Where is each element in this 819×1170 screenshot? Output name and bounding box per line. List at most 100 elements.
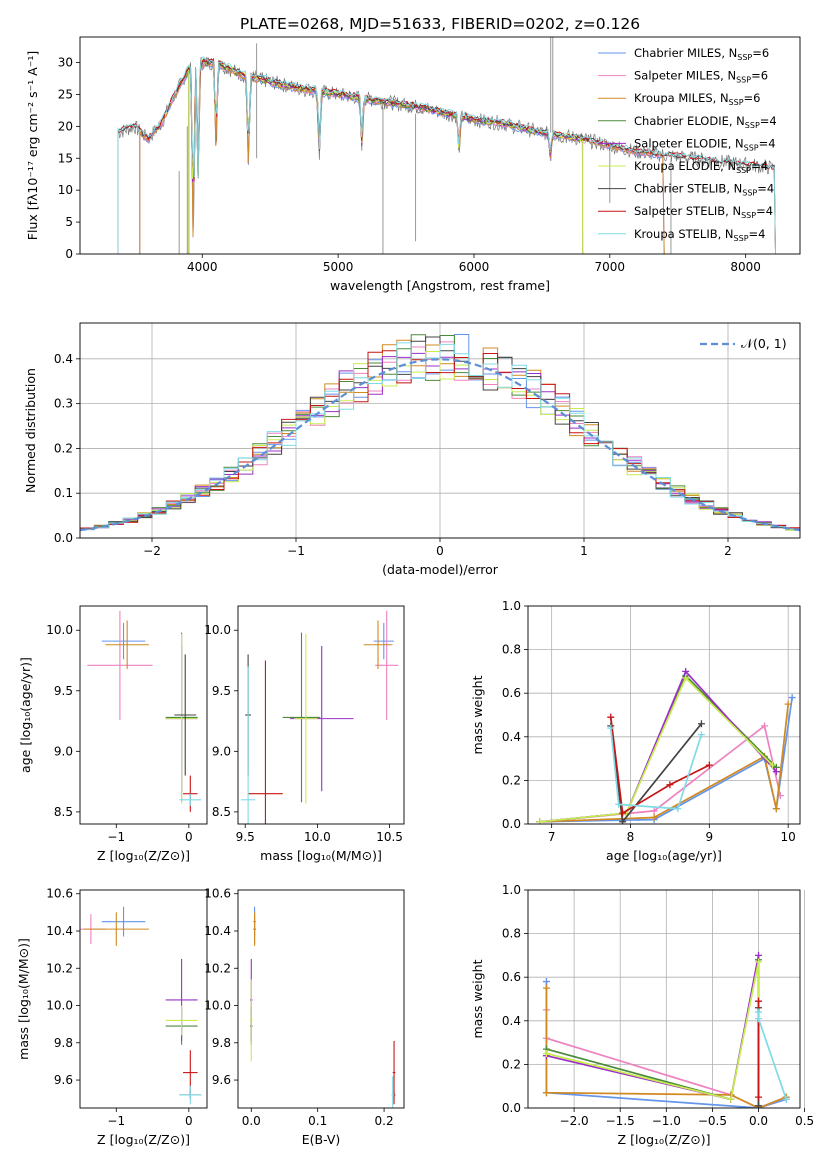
x-tick-label: −1 <box>107 1114 125 1128</box>
errorbar-point <box>373 622 394 660</box>
errorbar-point <box>105 620 149 669</box>
weight-marker <box>755 1008 763 1016</box>
errorbar-point <box>249 979 253 1062</box>
legend-entry: Salpeter STELIB, NSSP=4 <box>634 204 773 220</box>
y-tick-label: 0.2 <box>502 773 521 787</box>
weight-marker <box>697 731 705 739</box>
axes-mass_weight_vs_Z: −2.0 −1.5 −1.0 −0.5 0.0 0.5 0.0 0.2 0.4 0.6 0.8 1.0… <box>470 883 814 1147</box>
y-tick-label: 10.6 <box>204 887 231 901</box>
weight-marker <box>788 694 796 702</box>
errorbar-point <box>375 610 399 720</box>
weight-line-kroupa-stelib <box>609 728 703 810</box>
errorbar-point <box>165 1005 198 1036</box>
y-axis-label: mass [log₁₀(M/M⊙)] <box>16 938 31 1060</box>
weight-marker <box>674 805 682 813</box>
weight-marker <box>682 667 690 675</box>
y-tick-label: 0.6 <box>502 970 521 984</box>
axes-frame <box>79 605 208 825</box>
y-tick-label: 8.5 <box>54 805 73 819</box>
weight-marker <box>536 818 544 824</box>
y-tick-label: 10.0 <box>46 999 73 1013</box>
legend-entry: Salpeter MILES, NSSP=6 <box>634 69 768 85</box>
weight-marker <box>542 1089 550 1097</box>
x-tick-label: 8000 <box>730 260 761 274</box>
x-tick-label: 7 <box>548 830 556 844</box>
errorbar-point <box>179 1085 202 1105</box>
weight-marker <box>755 1015 763 1023</box>
x-tick-label: 4000 <box>187 260 218 274</box>
x-tick-label: −1.0 <box>652 1114 681 1128</box>
y-tick-label: 9.6 <box>54 1073 73 1087</box>
y-tick-label: 0.2 <box>502 1057 521 1071</box>
y-tick-label: 9.8 <box>54 1036 73 1050</box>
figure-title: PLATE=0268, MJD=51633, FIBERID=0202, z=0… <box>240 15 640 33</box>
errorbar-point <box>179 793 202 806</box>
weight-marker <box>772 805 780 813</box>
y-tick-label: 0.3 <box>54 397 73 411</box>
normal-curve <box>80 358 800 532</box>
legend-normal-label: 𝒩(0, 1) <box>741 336 787 351</box>
errorbar-point <box>294 633 318 804</box>
x-axis-label: E(B-V) <box>302 1132 341 1147</box>
y-tick-label: 0.8 <box>502 643 521 657</box>
y-tick-label: 0.4 <box>54 352 73 366</box>
x-tick-label: 10 <box>781 830 796 844</box>
y-tick-label: 15 <box>58 151 73 165</box>
y-tick-label: 0 <box>65 247 73 261</box>
y-tick-label: 20 <box>58 119 73 133</box>
y-tick-label: 10.6 <box>46 887 73 901</box>
histogram-kroupa-stelib <box>80 342 800 530</box>
y-tick-label: 10.0 <box>204 999 231 1013</box>
x-tick-label: 0.5 <box>795 1114 814 1128</box>
y-tick-label: 10 <box>58 183 73 197</box>
x-axis-label: Z [log₁₀(Z/Z⊙)] <box>97 848 190 863</box>
legend-entry: Salpeter ELODIE, NSSP=4 <box>634 136 776 152</box>
weight-marker <box>727 1095 735 1103</box>
y-tick-label: 0.4 <box>502 1014 521 1028</box>
plot-area-mass_weight_vs_Z <box>542 951 790 1108</box>
weight-marker <box>761 722 769 730</box>
y-tick-label: 0.2 <box>54 441 73 455</box>
weight-marker <box>607 724 615 732</box>
x-tick-label: 2 <box>724 544 732 558</box>
axes-frame <box>79 889 208 1109</box>
weight-marker <box>755 951 763 959</box>
y-tick-label: 1.0 <box>502 599 521 613</box>
weight-marker <box>542 1050 550 1057</box>
x-tick-label: −1.5 <box>606 1114 635 1128</box>
axes-residuals: −2 −1 0 1 2 0.0 0.1 0.2 0.3 0.4 (data-model)/error… <box>23 322 801 577</box>
axes-frame <box>79 36 801 255</box>
weight-marker <box>619 818 627 824</box>
y-tick-label: 1.0 <box>502 883 521 897</box>
axes-frame <box>237 605 405 825</box>
x-tick-label: 9.5 <box>236 830 255 844</box>
x-tick-label: −2 <box>143 544 161 558</box>
weight-line-salpeter-stelib <box>609 717 710 815</box>
y-tick-label: 9.0 <box>212 744 231 758</box>
y-tick-label: 5 <box>65 215 73 229</box>
y-tick-label: 9.5 <box>212 684 231 698</box>
weight-marker <box>705 761 713 769</box>
weight-marker <box>768 761 776 769</box>
y-axis-label: age [log₁₀(age/yr)] <box>18 657 33 773</box>
x-tick-label: 8 <box>627 830 635 844</box>
weight-marker <box>682 674 690 682</box>
y-tick-label: 8.5 <box>212 805 231 819</box>
x-tick-label: −1 <box>107 830 125 844</box>
x-tick-label: −1 <box>287 544 305 558</box>
x-tick-label: 0 <box>185 1114 193 1128</box>
weight-marker <box>542 978 550 986</box>
histogram-salpeter-stelib <box>80 350 800 529</box>
model-line-kroupa-stelib <box>117 56 776 254</box>
x-axis-label: age [log₁₀(age/yr)] <box>606 848 722 863</box>
y-tick-label: 0.8 <box>502 927 521 941</box>
y-tick-label: 30 <box>58 56 73 70</box>
x-axis-label: mass [log₁₀(M/M⊙)] <box>260 848 382 863</box>
y-tick-label: 10.4 <box>46 924 73 938</box>
model-line-kroupa-miles <box>139 62 665 254</box>
plot-area-mass_vs_ebv <box>249 906 396 1108</box>
y-tick-label: 0.0 <box>54 531 73 545</box>
weight-line-chabrier-elodie <box>546 959 760 1108</box>
model-line-salpeter-miles <box>139 62 665 254</box>
errorbar-point <box>253 912 256 946</box>
